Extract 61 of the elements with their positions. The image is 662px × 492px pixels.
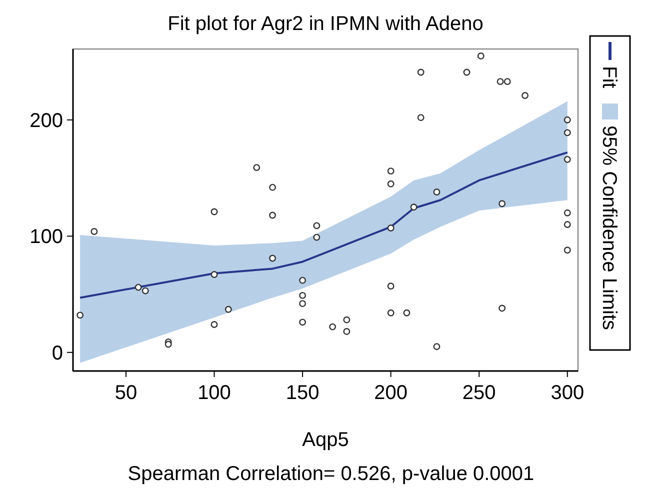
- point: [498, 200, 506, 208]
- point: [564, 116, 571, 124]
- point: [387, 180, 394, 188]
- x-axis-title: Aqp5: [302, 429, 349, 451]
- point: [433, 343, 440, 350]
- line-series: [79, 151, 568, 299]
- point: [387, 282, 394, 290]
- point: [313, 222, 320, 230]
- point: [564, 129, 571, 136]
- y-tick-label: 100: [30, 226, 63, 248]
- point: [210, 321, 218, 328]
- x-tick-label: 150: [286, 382, 320, 404]
- point: [387, 168, 394, 175]
- x-tick-label: 250: [462, 382, 496, 404]
- x-tick-label: 50: [114, 382, 138, 404]
- chart-title: Fit plot for Agr2 in IPMN with Adeno: [168, 13, 484, 35]
- point: [164, 340, 172, 348]
- point: [433, 188, 440, 196]
- point: [387, 224, 394, 232]
- point: [564, 221, 571, 228]
- point: [417, 114, 424, 122]
- x-tick-label: 300: [550, 382, 584, 404]
- y-tick-label: 200: [30, 110, 63, 132]
- point: [564, 156, 571, 163]
- text: Spearman Correlation= 0.526, p-value 0.0001: [128, 463, 534, 485]
- point: [498, 304, 506, 312]
- point: [224, 306, 232, 313]
- x-tick-label: 100: [198, 382, 231, 404]
- point: [269, 212, 276, 219]
- point: [522, 92, 529, 99]
- point: [76, 312, 84, 319]
- point: [299, 276, 306, 284]
- point: [253, 164, 260, 172]
- point: [564, 246, 571, 254]
- point: [210, 208, 218, 216]
- point: [90, 228, 98, 235]
- point: [343, 316, 350, 324]
- point: [269, 184, 276, 191]
- text: 95% Confidence Limits: [598, 126, 620, 330]
- point: [417, 68, 424, 76]
- point: [463, 68, 470, 76]
- point: [299, 292, 306, 299]
- point: [134, 284, 142, 291]
- point: [496, 78, 504, 86]
- legend-label: Fit: [598, 66, 620, 89]
- point: [343, 328, 350, 335]
- point: [410, 204, 418, 211]
- point: [504, 78, 511, 86]
- point: [329, 323, 336, 330]
- point: [299, 300, 306, 308]
- point: [387, 309, 394, 316]
- point: [269, 254, 276, 262]
- point: [210, 271, 218, 278]
- point: [477, 52, 484, 60]
- y-tick-label: 0: [52, 342, 63, 364]
- point: [564, 209, 571, 216]
- point: [299, 318, 306, 326]
- point: [403, 309, 410, 316]
- x-tick-label: 200: [374, 382, 408, 404]
- point: [313, 234, 320, 241]
- point: [142, 287, 149, 294]
